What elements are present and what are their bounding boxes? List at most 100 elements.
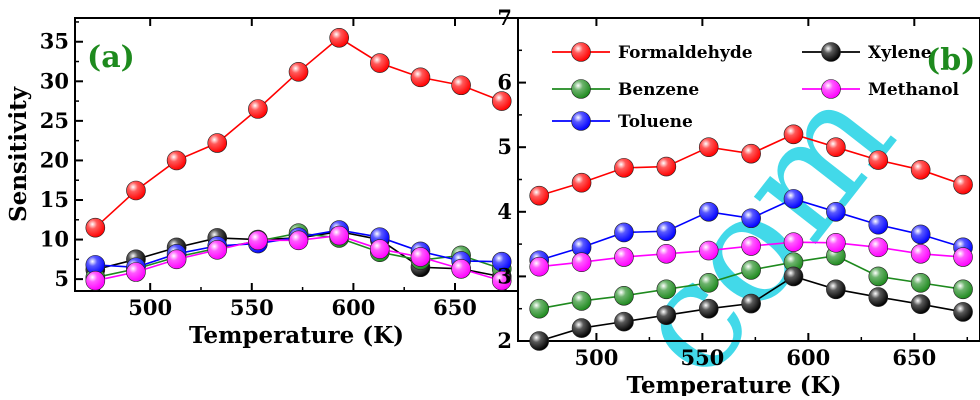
y-tick-label: 10 [40, 227, 69, 252]
data-point [614, 222, 634, 243]
data-point [741, 236, 761, 256]
data-point [826, 137, 846, 157]
series-methanol [529, 232, 973, 277]
data-point [614, 285, 634, 306]
x-tick-label: 550 [680, 345, 724, 370]
data-point [571, 318, 592, 338]
data-point [529, 298, 549, 319]
legend-label: Methanol [868, 80, 960, 100]
data-point [741, 293, 761, 314]
data-point [910, 160, 931, 180]
data-point [868, 214, 889, 235]
y-tick-label: 20 [40, 147, 69, 172]
x-axis-label: Temperature (K) [626, 372, 841, 396]
data-point [329, 225, 349, 246]
x-tick-label: 500 [128, 295, 172, 320]
data-point [207, 240, 228, 260]
y-axis-label: Sensitivity [5, 86, 32, 222]
data-point [491, 91, 512, 111]
data-point [741, 208, 761, 229]
y-tick-label: 25 [40, 108, 69, 133]
x-axis-label: Temperature (K) [189, 322, 404, 349]
data-point [571, 291, 592, 311]
data-point [614, 158, 634, 178]
legend: Formaldehyde Xylene Benzene Methanol Toluene [552, 42, 960, 132]
legend-marker [571, 42, 591, 62]
data-point [529, 331, 549, 351]
series-formaldehyde [529, 124, 973, 206]
x-tick-label: 500 [574, 345, 618, 370]
data-point [491, 270, 512, 291]
y-tick-label: 7 [497, 5, 512, 30]
legend-item-xylene: Xylene [802, 42, 932, 63]
data-point [826, 233, 846, 253]
data-point [698, 202, 719, 222]
data-point [410, 67, 431, 88]
panel-tag: (b) [926, 43, 975, 78]
data-point [451, 75, 471, 96]
data-point [126, 262, 146, 282]
x-tick-label: 650 [892, 345, 936, 370]
data-point [207, 133, 228, 153]
y-tick-label: 4 [497, 199, 512, 224]
legend-marker [571, 111, 591, 131]
data-point [614, 247, 634, 267]
data-point [741, 143, 761, 164]
x-tick-label: 650 [433, 295, 477, 320]
legend-marker [821, 42, 841, 62]
y-tick-label: 3 [497, 263, 512, 288]
y-tick-label: 2 [497, 328, 512, 353]
data-point [868, 150, 889, 170]
legend-marker [821, 79, 841, 99]
data-point [370, 239, 390, 259]
data-point [698, 137, 719, 157]
data-point [656, 305, 677, 325]
legend-item-formaldehyde: Formaldehyde [552, 42, 753, 63]
series-formaldehyde [85, 27, 512, 238]
x-tick-label: 600 [331, 295, 375, 320]
data-point [783, 189, 804, 209]
legend-item-toluene: Toluene [552, 111, 693, 132]
data-point [910, 273, 931, 293]
data-point [126, 180, 146, 201]
data-point [783, 232, 804, 252]
data-point [529, 256, 549, 277]
legend-label: Formaldehyde [618, 43, 753, 63]
x-tick-label: 600 [786, 345, 830, 370]
data-point [698, 273, 719, 293]
y-tick-label: 35 [40, 29, 69, 54]
legend-item-methanol: Methanol [802, 79, 960, 100]
data-point [370, 53, 390, 73]
data-point [571, 252, 592, 272]
data-point [741, 260, 761, 280]
data-point [868, 237, 889, 258]
data-point [953, 174, 973, 195]
series-methanol [85, 225, 512, 291]
series-xylene [529, 266, 973, 351]
data-point [826, 202, 846, 222]
data-point [85, 270, 106, 291]
data-point [783, 266, 804, 287]
legend-marker [571, 79, 591, 99]
data-point [248, 230, 268, 251]
y-tick-label: 30 [40, 68, 69, 93]
data-point [953, 279, 973, 300]
y-tick-label: 15 [40, 187, 69, 212]
data-point [910, 294, 931, 314]
data-point [868, 287, 889, 307]
data-point [953, 247, 973, 267]
data-point [571, 172, 592, 193]
legend-label: Benzene [618, 80, 699, 100]
data-point [529, 185, 549, 206]
data-point [698, 240, 719, 261]
data-point [656, 243, 677, 264]
data-point [783, 124, 804, 145]
data-point [868, 266, 889, 287]
legend-item-benzene: Benzene [552, 79, 699, 100]
data-point [614, 311, 634, 332]
data-point [85, 217, 106, 238]
